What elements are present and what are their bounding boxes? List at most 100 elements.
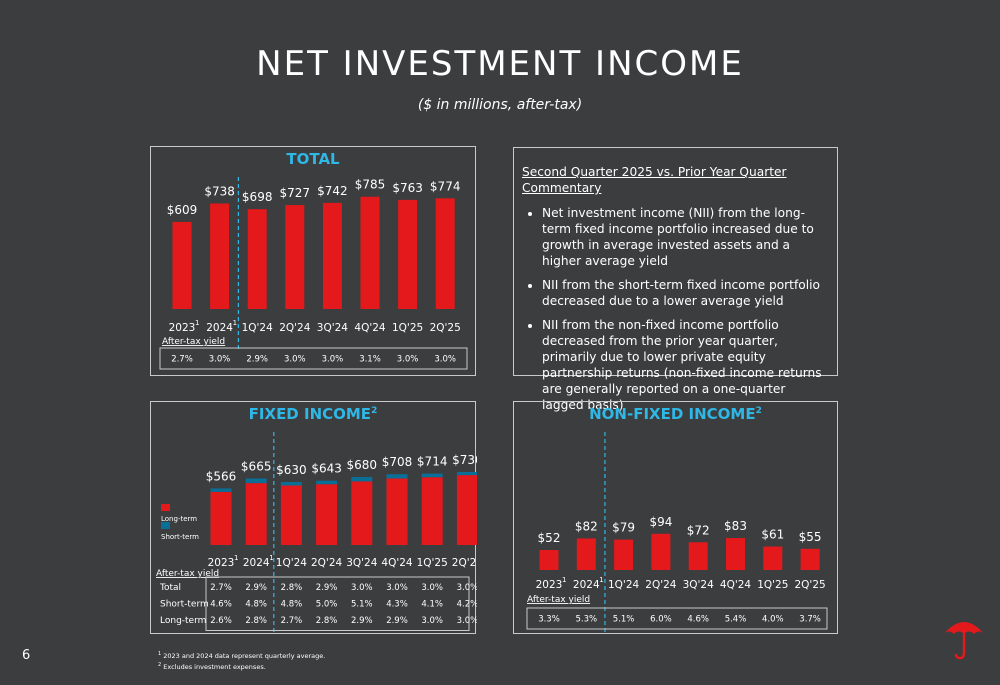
yield-value: 2.7% [281,616,303,626]
bar-long-term [421,477,443,545]
x-tick-label: 2Q'24 [279,322,311,334]
bar-value-label: $72 [687,523,710,537]
yield-value: 3.0% [322,355,344,365]
yield-value: 5.0% [316,600,338,610]
bar-value-label: $738 [204,184,235,198]
yield-value: 3.0% [421,616,443,626]
bar-value-label: $698 [242,190,273,204]
bar-value-label: $714 [417,455,448,469]
x-tick-footnote-mark: 1 [234,554,238,562]
yield-heading: After-tax yield [162,337,225,347]
umbrella-logo-icon [944,622,984,660]
x-tick-label: 2024 [206,322,233,334]
bar-value-label: $708 [382,455,413,469]
yield-value: 2.9% [245,583,267,593]
yield-value: 2.9% [351,616,373,626]
yield-heading: After-tax yield [527,595,590,605]
bar [322,202,342,309]
fixed-income-title-mark: 2 [371,406,378,416]
bar-value-label: $52 [538,531,561,545]
x-tick-footnote-mark: 1 [195,319,199,327]
bar [285,205,305,309]
non-fixed-income-title-text: NON-FIXED INCOME [589,405,756,423]
footnote-mark: 1 [158,651,162,657]
page-title: NET INVESTMENT INCOME [256,44,744,84]
bar [539,549,559,570]
bar-value-label: $609 [167,203,198,217]
bar [247,209,267,309]
yield-value: 4.6% [687,615,709,625]
x-tick-label: 1Q'24 [276,557,308,569]
x-tick-label: 4Q'24 [720,579,752,591]
commentary-box: Second Quarter 2025 vs. Prior Year Quart… [513,147,838,412]
bar [688,542,708,570]
bar-short-term [421,473,443,478]
bar-short-term [386,474,408,479]
bar-value-label: $94 [649,515,672,529]
yield-value: 2.8% [316,616,338,626]
bar-long-term [456,475,477,545]
yield-value: 3.0% [397,355,419,365]
yield-row-label: Short-term [160,600,209,610]
x-tick-label: 4Q'24 [354,322,386,334]
bar-value-label: $665 [241,460,272,474]
x-tick-label: 2023 [169,322,196,334]
bar [576,538,596,570]
bar-value-label: $774 [430,179,461,193]
x-tick-label: 2023 [536,579,563,591]
yield-value: 3.0% [457,583,477,593]
yield-value: 3.1% [359,355,381,365]
bar [614,539,634,570]
x-tick-footnote-mark: 1 [599,576,603,584]
x-tick-label: 1Q'24 [242,322,274,334]
bar-value-label: $79 [612,521,635,535]
x-tick-label: 4Q'24 [381,557,413,569]
bar-short-term [210,488,232,492]
yield-value: 3.7% [799,615,821,625]
bar [800,548,820,570]
x-tick-label: 1Q'25 [757,579,788,591]
yield-value: 3.0% [351,583,373,593]
yield-row-label: Total [159,583,181,593]
footnote: 1 2023 and 2024 data represent quarterly… [158,650,325,661]
yield-value: 2.6% [210,616,232,626]
bar-value-label: $82 [575,519,598,533]
bar-value-label: $61 [761,528,784,542]
yield-value: 4.0% [762,615,784,625]
non-fixed-income-chart-title: NON-FIXED INCOME2 [514,405,837,423]
bar-value-label: $727 [280,186,311,200]
x-tick-label: 1Q'25 [417,557,448,569]
bar-value-label: $785 [355,178,386,192]
bar [763,546,783,570]
commentary-heading: Second Quarter 2025 vs. Prior Year Quart… [522,165,787,195]
bar-value-label: $83 [724,519,747,533]
yield-value: 6.0% [650,615,672,625]
x-tick-label: 2Q'25 [794,579,825,591]
x-tick-footnote-mark: 1 [233,319,237,327]
footnote-mark: 2 [158,662,162,669]
bar [726,538,745,570]
page-number: 6 [22,648,31,663]
bar [435,198,455,309]
bar-long-term [316,484,338,545]
yield-table-border [526,607,828,630]
x-tick-footnote-mark: 1 [562,576,566,584]
yield-row-label: Long-term [160,616,206,626]
yield-value: 2.9% [246,355,268,365]
x-tick-label: 2024 [573,579,600,591]
yield-value: 4.1% [421,600,443,610]
total-chart-title: TOTAL [286,150,340,168]
bar-value-label: $643 [311,462,342,476]
yield-value: 4.8% [245,600,267,610]
footnotes: 1 2023 and 2024 data represent quarterly… [158,650,325,672]
yield-value: 2.9% [316,583,338,593]
yield-value: 2.7% [210,583,232,593]
yield-heading: After-tax yield [156,569,219,579]
bar-short-term [351,477,373,482]
commentary-bullet: Net investment income (NII) from the lon… [542,205,827,269]
bar [210,203,230,309]
yield-value: 4.2% [457,600,477,610]
yield-value: 4.3% [386,600,408,610]
bar-long-term [280,485,302,545]
